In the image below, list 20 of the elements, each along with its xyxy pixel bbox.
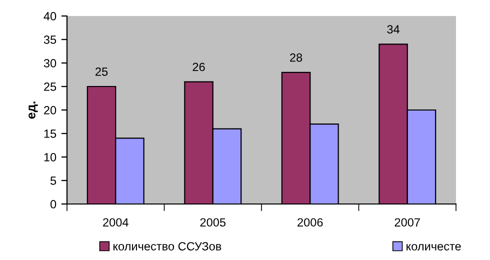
data-label: 34 [387,25,400,34]
x-tick-label: 2006 [298,218,323,227]
y-axis-title: ед. [28,102,38,119]
y-tick-label: 5 [50,176,56,185]
y-tick-label: 30 [44,59,56,68]
y-tick-label: 0 [50,200,56,208]
x-tick-label: 2005 [200,218,226,227]
y-tick-label: 40 [44,12,56,20]
y-tick-label: 20 [44,106,56,114]
y-tick-label: 10 [44,153,56,162]
data-label: 25 [96,67,108,76]
y-tick-label: 25 [44,82,56,91]
x-tick-label: 2007 [394,218,420,227]
legend-label: количесте [406,244,461,250]
y-tick-label: 35 [44,36,56,44]
legend-label: количество ССУЗов [114,242,222,250]
data-label: 28 [290,53,302,62]
x-tick-label: 2004 [103,218,128,227]
y-tick-label: 15 [44,130,56,138]
data-label: 26 [192,62,205,72]
